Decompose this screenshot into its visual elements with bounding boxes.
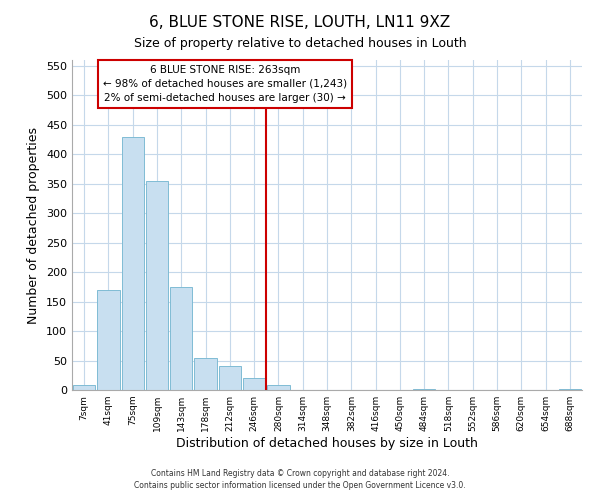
Bar — [97, 290, 119, 390]
Text: Size of property relative to detached houses in Louth: Size of property relative to detached ho… — [134, 38, 466, 51]
Bar — [218, 366, 241, 390]
Text: 6, BLUE STONE RISE, LOUTH, LN11 9XZ: 6, BLUE STONE RISE, LOUTH, LN11 9XZ — [149, 15, 451, 30]
Y-axis label: Number of detached properties: Number of detached properties — [28, 126, 40, 324]
Bar — [146, 181, 168, 390]
Text: 6 BLUE STONE RISE: 263sqm
← 98% of detached houses are smaller (1,243)
2% of sem: 6 BLUE STONE RISE: 263sqm ← 98% of detac… — [103, 65, 347, 103]
Bar — [194, 358, 217, 390]
Text: Contains HM Land Registry data © Crown copyright and database right 2024.
Contai: Contains HM Land Registry data © Crown c… — [134, 468, 466, 490]
Bar — [170, 287, 193, 390]
Bar — [122, 136, 144, 390]
Bar — [73, 386, 95, 390]
Bar — [243, 378, 265, 390]
X-axis label: Distribution of detached houses by size in Louth: Distribution of detached houses by size … — [176, 437, 478, 450]
Bar — [267, 386, 290, 390]
